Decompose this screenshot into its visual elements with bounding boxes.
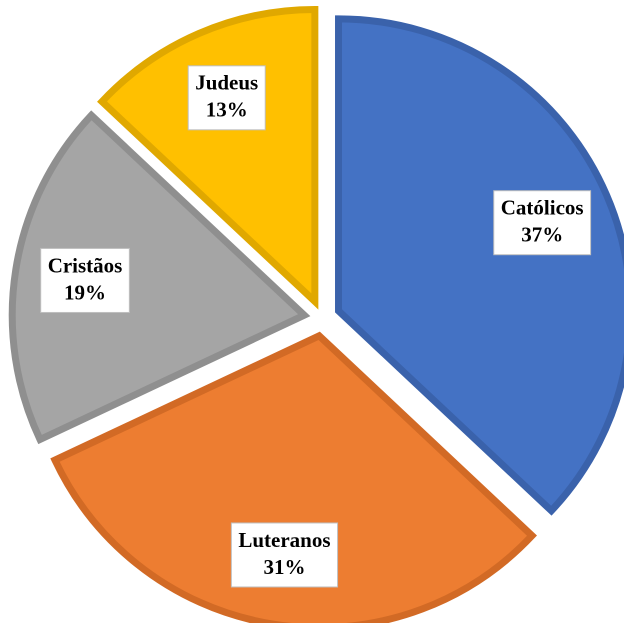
label-box <box>493 190 592 256</box>
label-category: Católicos <box>501 196 584 220</box>
label-box <box>187 65 266 131</box>
pie-slice <box>50 331 537 623</box>
label-value: 37% <box>521 223 563 247</box>
label-category: Judeus <box>195 71 258 95</box>
label-value: 31% <box>263 555 305 579</box>
data-label: Judeus 13% <box>187 65 266 131</box>
data-label: Luteranos 31% <box>230 522 339 588</box>
pie-slice <box>335 15 624 516</box>
label-value: 13% <box>206 98 248 122</box>
data-label: Cristãos 19% <box>40 247 130 313</box>
label-category: Luteranos <box>238 528 330 552</box>
label-box <box>40 247 130 313</box>
label-category: Cristãos <box>48 253 123 277</box>
label-value: 19% <box>64 280 106 304</box>
pie-slice <box>8 110 311 445</box>
data-label: Católicos 37% <box>493 190 592 256</box>
label-box <box>230 522 339 588</box>
